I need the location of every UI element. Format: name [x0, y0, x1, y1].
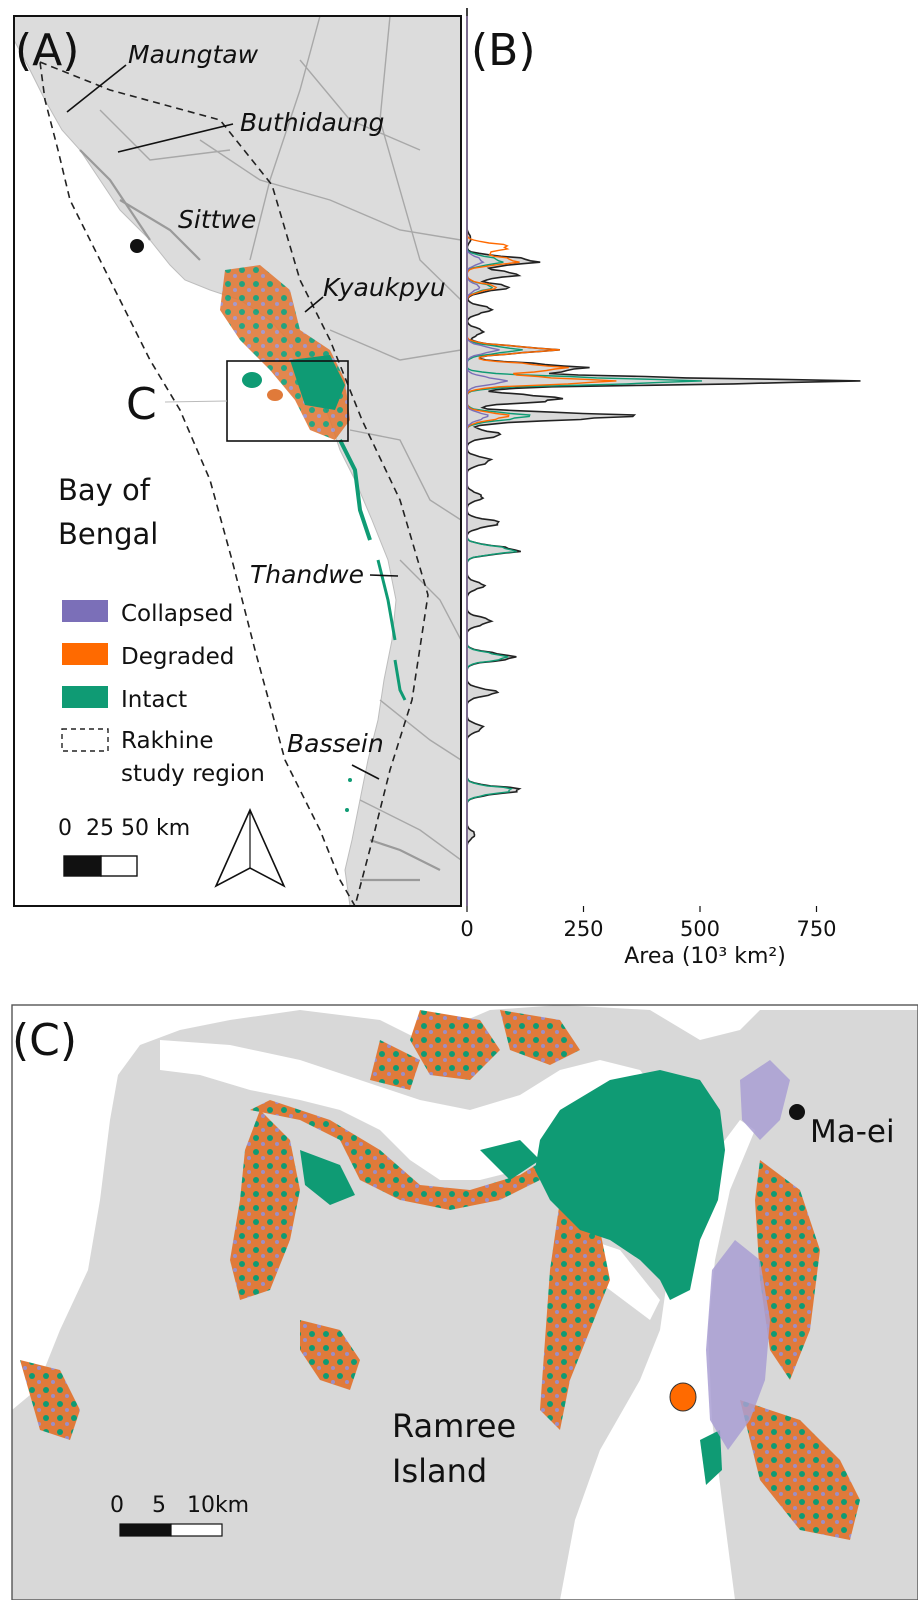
panel-b-chart: 0 250 500 750 Area (10³ km²) (B): [460, 8, 861, 969]
chart-series-group: [466, 16, 861, 906]
chart-tick-label: 750: [796, 917, 836, 941]
town-label: Ma-ei: [810, 1114, 895, 1150]
chart-series-collapsed: [466, 16, 508, 906]
panel-a-tag: (A): [15, 25, 79, 76]
scale-bar-a: 0 25 50 km: [58, 816, 190, 877]
mangrove-patches: [220, 265, 407, 812]
panel-b-tag: (B): [471, 25, 536, 76]
panel-c-frame: [11, 1004, 918, 1600]
main-channel: [160, 1040, 660, 1180]
chart-series-intact: [466, 16, 703, 906]
legend: Collapsed Degraded Intact Rakhine study …: [61, 600, 265, 787]
mangrove-areas-c: [20, 1010, 860, 1540]
sea-label: Bengal: [58, 517, 158, 551]
chart-tick-label: 500: [680, 917, 720, 941]
sittwe-point: [130, 239, 144, 253]
study-region-outline: [39, 60, 429, 906]
degraded-island: [669, 1382, 697, 1412]
legend-label: study region: [121, 761, 265, 787]
panel-a-frame: [13, 15, 462, 907]
ma-ei-point: [789, 1104, 805, 1120]
inset-marker: C: [126, 379, 157, 430]
legend-label: Intact: [121, 687, 187, 713]
legend-label: Degraded: [121, 644, 234, 670]
legend-swatch-intact: [62, 686, 108, 708]
legend-swatch-degraded: [62, 643, 108, 665]
scale-label: 0 25 50 km: [58, 816, 190, 841]
panel-c-tag: (C): [12, 1015, 77, 1066]
collapsed-zone: [706, 1240, 770, 1450]
place-label: Buthidaung: [240, 108, 384, 137]
chart-ticks: 0 250 500 750: [460, 906, 837, 941]
chart-x-axis-label: Area (10³ km²): [624, 944, 786, 969]
place-label: Kyaukpyu: [323, 273, 446, 302]
legend-label: Rakhine: [121, 728, 214, 754]
legend-swatch-study-region: [61, 728, 109, 752]
chart-tick-label: 0: [460, 917, 473, 941]
scale-bar-c: 0 5 10km: [110, 1493, 249, 1537]
intact-patch: [300, 1150, 355, 1205]
place-label: Thandwe: [250, 560, 364, 589]
legend-label: Collapsed: [121, 601, 233, 627]
chart-tick-label: 250: [563, 917, 603, 941]
island-label: Island: [392, 1452, 487, 1490]
place-label: Bassein: [287, 729, 384, 758]
island-label: Ramree: [392, 1407, 516, 1445]
coastal-rivers: [79, 149, 441, 882]
intact-patch: [700, 1430, 722, 1485]
place-label: Maungtaw: [128, 40, 259, 69]
place-label: Sittwe: [178, 205, 256, 234]
panel-c-map: Ma-ei Ramree Island 0 5 10km: [12, 1005, 918, 1600]
scale-label: 0 5 10km: [110, 1493, 249, 1518]
panel-a-map: Maungtaw Buthidaung Sittwe Kyaukpyu Than…: [14, 16, 461, 906]
intact-core: [535, 1070, 725, 1300]
sea-area: [12, 1005, 918, 1410]
sea-label: Bay of: [58, 473, 151, 507]
leader-lines: [66, 64, 399, 780]
collapsed-zone: [740, 1060, 790, 1140]
admin-boundaries: [99, 16, 461, 861]
legend-swatch-collapsed: [62, 600, 108, 622]
chart-series-total: [466, 16, 861, 906]
intact-patch: [480, 1140, 540, 1180]
